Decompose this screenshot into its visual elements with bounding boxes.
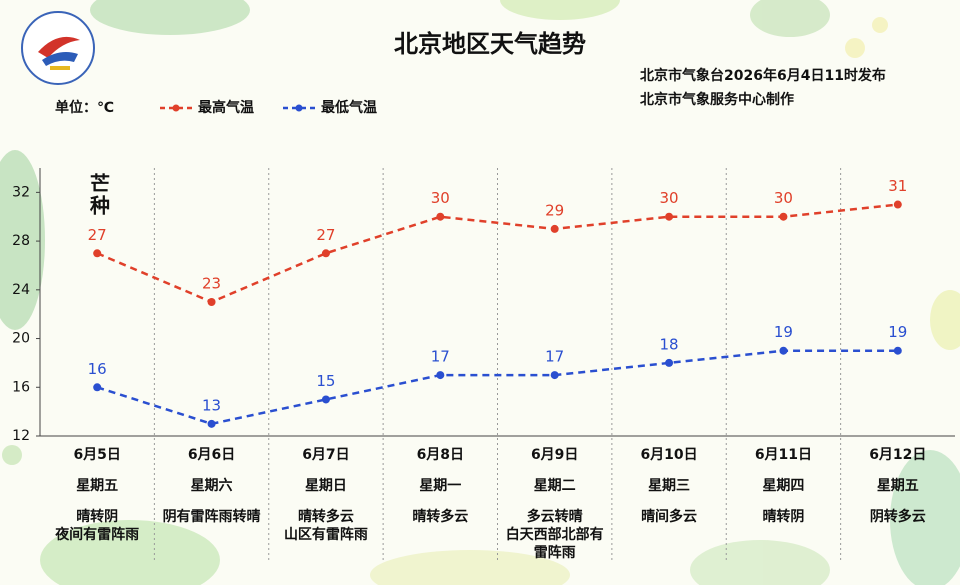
legend-label: 最高气温 <box>198 99 254 116</box>
weekday-label: 星期一 <box>419 478 461 494</box>
data-label: 30 <box>660 189 679 207</box>
weather-label: 阴有雷阵雨转晴 <box>163 508 261 525</box>
data-point <box>893 200 902 209</box>
y-tick-label: 16 <box>12 379 30 395</box>
weather-label: 晴转多云 <box>298 508 354 525</box>
weekday-label: 星期日 <box>305 478 347 494</box>
data-point <box>207 298 216 306</box>
data-point <box>893 346 902 355</box>
weather-label: 晴转多云 <box>412 508 468 525</box>
data-label: 30 <box>774 189 793 207</box>
data-point <box>93 249 102 258</box>
data-point <box>93 383 102 392</box>
weather-label: 山区有雷阵雨 <box>284 526 368 543</box>
weekday-label: 星期二 <box>534 478 576 494</box>
legend-label: 最低气温 <box>321 99 377 116</box>
weather-label: 雷阵雨 <box>534 544 576 561</box>
weekday-label: 星期五 <box>76 478 118 494</box>
data-point <box>665 212 674 221</box>
data-point <box>779 212 788 221</box>
data-label: 31 <box>888 177 907 195</box>
data-label: 23 <box>202 275 221 293</box>
data-label: 19 <box>888 323 907 341</box>
annotation: 芒种 <box>87 173 111 217</box>
publisher: 北京市气象服务中心制作 <box>640 91 794 108</box>
data-point <box>207 419 216 428</box>
weather-label: 晴转阴 <box>762 508 804 525</box>
x-tick-label: 6月6日 <box>188 447 235 463</box>
series-line <box>96 349 898 426</box>
x-tick-label: 6月12日 <box>869 447 926 463</box>
chart-title: 北京地区天气趋势 <box>394 30 586 58</box>
y-tick-label: 24 <box>12 282 30 298</box>
y-tick-label: 28 <box>12 233 30 249</box>
y-tick-label: 20 <box>12 331 30 347</box>
data-point <box>321 249 330 258</box>
legend-marker <box>295 104 303 112</box>
x-tick-label: 6月8日 <box>417 447 464 463</box>
weekday-label: 星期四 <box>762 478 804 494</box>
x-tick-label: 6月5日 <box>73 447 120 463</box>
data-label: 17 <box>431 348 450 366</box>
x-tick-label: 6月9日 <box>531 447 578 463</box>
y-tick-label: 12 <box>12 428 30 444</box>
weather-label: 白天西部北部有 <box>506 526 604 543</box>
data-point <box>550 371 559 380</box>
logo <box>21 11 95 85</box>
weekday-label: 星期五 <box>877 478 919 494</box>
data-label: 27 <box>88 226 107 244</box>
data-point <box>779 346 788 355</box>
unit-label: 单位：℃ <box>55 99 114 116</box>
weather-label: 夜间有雷阵雨 <box>54 526 139 543</box>
data-label: 30 <box>431 189 450 207</box>
weather-label: 多云转晴 <box>527 508 583 525</box>
weather-label: 阴转多云 <box>870 508 926 525</box>
data-label: 29 <box>545 201 564 219</box>
series-line <box>96 203 898 304</box>
legend-marker <box>172 104 180 112</box>
x-tick-label: 6月11日 <box>755 447 812 463</box>
data-point <box>436 212 445 221</box>
data-label: 19 <box>774 323 793 341</box>
publisher: 北京市气象台2026年6月4日11时发布 <box>640 67 886 84</box>
data-label: 17 <box>545 348 564 366</box>
data-label: 15 <box>316 372 335 390</box>
weather-label: 晴间多云 <box>641 508 697 525</box>
data-point <box>550 224 559 233</box>
y-tick-label: 32 <box>12 184 30 200</box>
data-point <box>436 371 445 380</box>
data-point <box>665 358 674 367</box>
data-label: 27 <box>316 226 335 244</box>
weekday-label: 星期六 <box>191 477 233 494</box>
data-label: 18 <box>660 335 679 353</box>
data-point <box>321 395 330 404</box>
data-label: 16 <box>88 360 107 378</box>
x-tick-label: 6月7日 <box>302 447 349 463</box>
weekday-label: 星期三 <box>648 478 690 494</box>
x-tick-label: 6月10日 <box>640 447 697 463</box>
data-label: 13 <box>202 396 221 414</box>
weather-label: 晴转阴 <box>76 508 118 525</box>
